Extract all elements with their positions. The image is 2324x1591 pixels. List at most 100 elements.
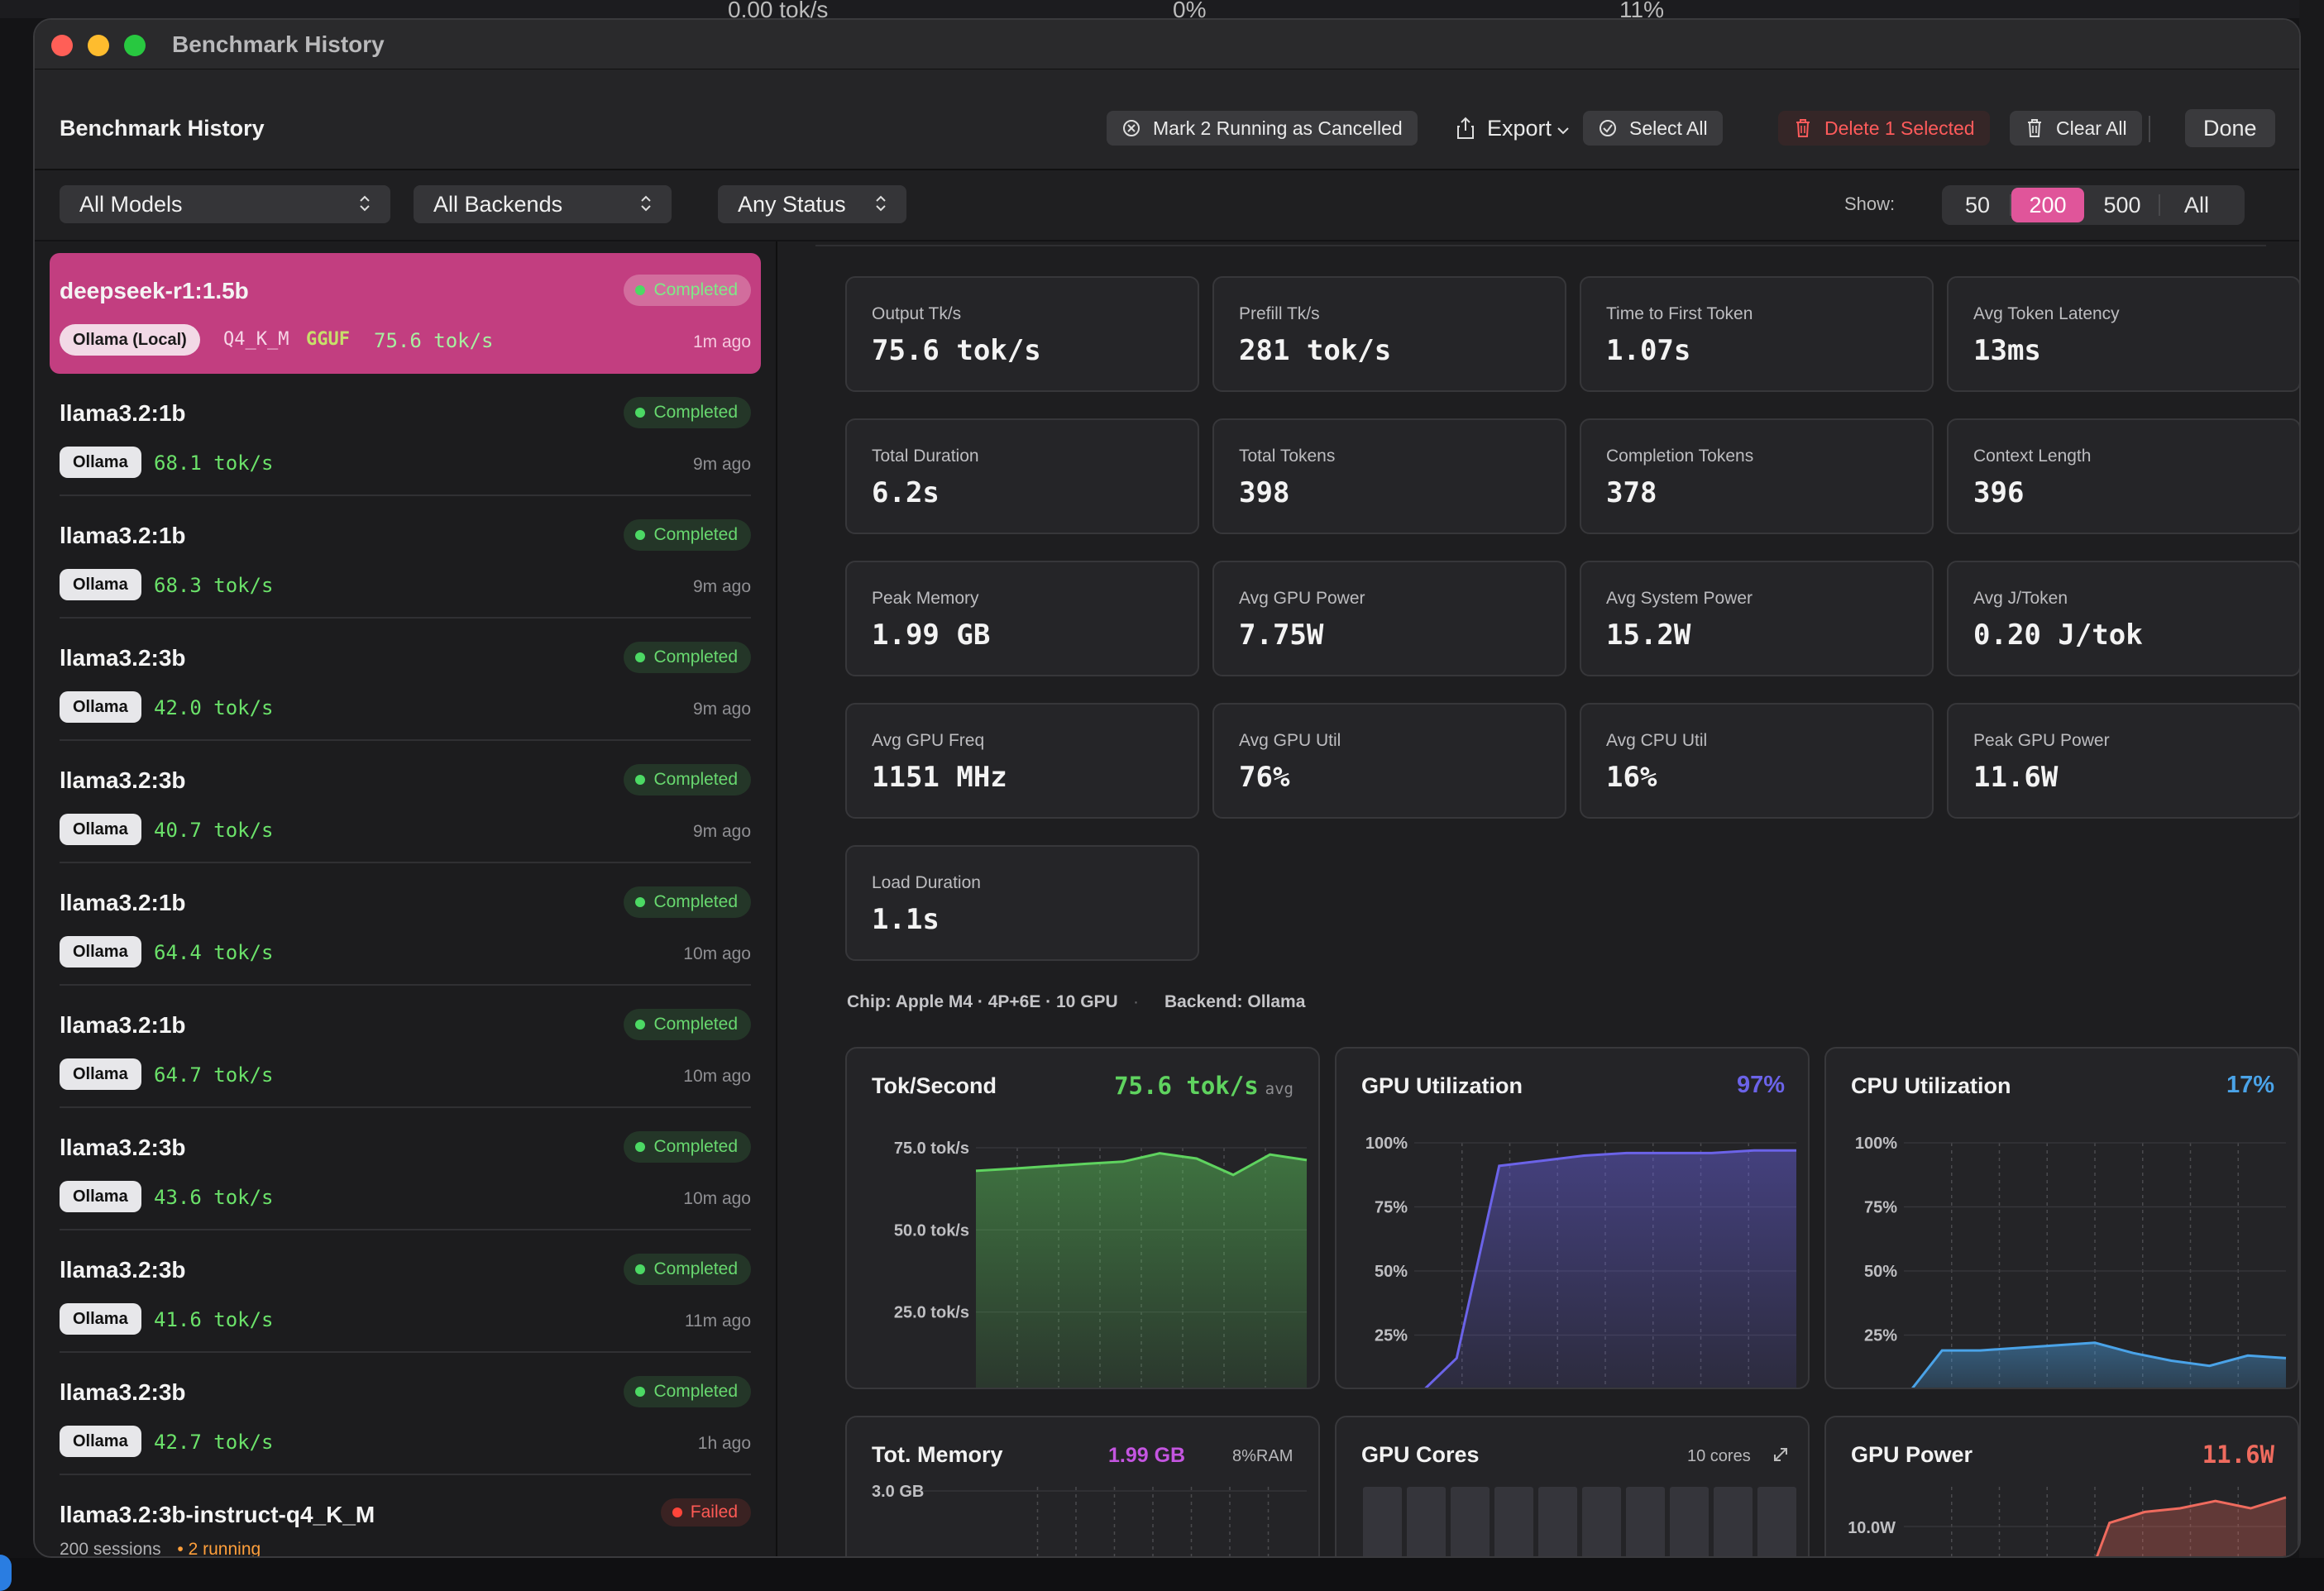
session-model-name: deepseek-r1:1.5b	[60, 278, 249, 303]
series-area	[976, 1153, 1307, 1388]
clear-all-button[interactable]: Clear All	[2010, 111, 2142, 146]
status-filter-select[interactable]: Any Status	[718, 185, 906, 223]
gpu-core-bar	[1363, 1487, 1402, 1556]
backend-chip: Ollama	[60, 936, 141, 967]
metric-card: Load Duration 1.1s	[845, 845, 1199, 961]
session-time-ago: 10m ago	[683, 1189, 751, 1208]
backend-chip: Ollama	[60, 691, 141, 723]
session-row[interactable]: llama3.2:3b-instruct-q4_K_M Failed	[50, 1477, 761, 1543]
session-row[interactable]: deepseek-r1:1.5b Completed Ollama (Local…	[50, 253, 761, 374]
metric-value: 1151 MHz	[872, 761, 1007, 794]
session-row[interactable]: llama3.2:1b Completed Ollama 64.4 tok/s …	[50, 865, 761, 986]
minimize-window-button[interactable]	[88, 35, 109, 56]
y-tick-label: 25%	[1375, 1327, 1408, 1345]
metric-card: Time to First Token 1.07s	[1580, 276, 1934, 392]
session-speed: 43.6 tok/s	[154, 1186, 274, 1209]
export-menu-button[interactable]: Export	[1441, 111, 1585, 146]
gpu-core-bar	[1582, 1487, 1621, 1556]
title-bar: Benchmark History	[35, 20, 2299, 69]
row-divider	[60, 1106, 751, 1108]
y-tick-label: 100%	[1365, 1135, 1408, 1153]
session-row[interactable]: llama3.2:3b Completed Ollama 43.6 tok/s …	[50, 1110, 761, 1230]
row-divider	[60, 739, 751, 741]
metric-label: Avg GPU Freq	[872, 731, 985, 750]
session-row[interactable]: llama3.2:3b Completed Ollama 42.7 tok/s …	[50, 1354, 761, 1475]
row-divider	[60, 1351, 751, 1353]
status-badge-label: Completed	[653, 1015, 738, 1034]
show-500-option[interactable]: 500	[2103, 192, 2141, 217]
up-down-chevron-icon	[640, 194, 652, 214]
metric-label: Avg Token Latency	[1973, 304, 2120, 323]
status-badge: Completed	[624, 886, 751, 918]
status-badge: Completed	[624, 397, 751, 428]
status-badge: Completed	[624, 1376, 751, 1407]
clear-all-label: Clear All	[2056, 117, 2127, 139]
session-row[interactable]: llama3.2:1b Completed Ollama 64.7 tok/s …	[50, 987, 761, 1108]
session-speed: 68.1 tok/s	[154, 452, 274, 475]
backend-filter-select[interactable]: All Backends	[414, 185, 672, 223]
session-time-ago: 10m ago	[683, 1067, 751, 1086]
session-row[interactable]: llama3.2:1b Completed Ollama 68.1 tok/s …	[50, 375, 761, 496]
y-tick-label: 100%	[1855, 1135, 1897, 1153]
cpu-utilization-plot: 100%75%50%25%0%	[1855, 1135, 2287, 1388]
mark-running-cancelled-button[interactable]: Mark 2 Running as Cancelled	[1107, 111, 1418, 146]
status-dot-icon	[635, 285, 646, 295]
y-tick-label: 0.0 tok/s	[903, 1386, 969, 1389]
session-row[interactable]: llama3.2:3b Completed Ollama 40.7 tok/s …	[50, 743, 761, 863]
metric-label: Avg CPU Util	[1606, 731, 1708, 750]
benchmark-history-window: Benchmark History Benchmark History Mark…	[33, 18, 2301, 1558]
status-dot-icon	[635, 1387, 646, 1397]
gpu-cores-count: 10 cores	[1687, 1447, 1751, 1465]
done-button[interactable]: Done	[2185, 109, 2275, 147]
session-row[interactable]: llama3.2:3b Completed Ollama 41.6 tok/s …	[50, 1232, 761, 1353]
metric-label: Load Duration	[872, 873, 981, 892]
session-speed: 64.4 tok/s	[154, 941, 274, 964]
backend-chip: Ollama	[60, 569, 141, 600]
metric-value: 1.1s	[872, 903, 940, 936]
session-model-name: llama3.2:3b	[60, 767, 186, 793]
metric-label: Completion Tokens	[1606, 447, 1754, 466]
metric-label: Time to First Token	[1606, 304, 1753, 323]
tok-per-second-chart: Tok/Second 75.6 tok/s avg 75.0 tok/s 50.0 …	[845, 1047, 1320, 1389]
gpu-cores-plot	[1363, 1487, 1796, 1556]
row-divider	[60, 617, 751, 619]
zoom-window-button[interactable]	[124, 35, 146, 56]
status-filter-value: Any Status	[738, 191, 846, 217]
up-down-chevron-icon	[875, 194, 887, 214]
close-window-button[interactable]	[51, 35, 73, 56]
session-row[interactable]: llama3.2:1b Completed Ollama 68.3 tok/s …	[50, 498, 761, 619]
trash-icon	[2025, 118, 2044, 138]
metric-value: 76%	[1239, 761, 1290, 794]
session-model-name: llama3.2:1b	[60, 400, 186, 426]
session-model-name: llama3.2:3b	[60, 1379, 186, 1405]
metric-card: Avg GPU Freq 1151 MHz	[845, 703, 1199, 819]
gpu-utilization-plot: 100%75%50%25%0%	[1365, 1135, 1797, 1388]
metric-card: Total Duration 6.2s	[845, 418, 1199, 534]
metric-value: 15.2W	[1606, 619, 1691, 652]
format-label: GGUF	[306, 329, 350, 350]
delete-selected-button[interactable]: Delete 1 Selected	[1778, 111, 1990, 146]
session-row[interactable]: llama3.2:3b Completed Ollama 42.0 tok/s …	[50, 620, 761, 741]
status-badge-label: Completed	[653, 892, 738, 911]
toolbar: Benchmark History Mark 2 Running as Canc…	[35, 69, 2299, 170]
chart-current-value: 1.99 GB	[1108, 1444, 1186, 1467]
model-filter-value: All Models	[79, 191, 183, 217]
show-50-option[interactable]: 50	[1964, 192, 1991, 217]
session-time-ago: 9m ago	[692, 822, 751, 841]
expand-icon[interactable]	[1772, 1445, 1790, 1468]
session-detail-pane: Output Tk/s 75.6 tok/s Prefill Tk/s 281 to…	[779, 241, 2299, 1556]
status-dot-icon	[635, 1020, 646, 1030]
metric-label: Output Tk/s	[872, 304, 962, 323]
backend-chip: Ollama (Local)	[60, 324, 200, 356]
show-200-option[interactable]: 200	[2011, 188, 2084, 222]
metric-value: 281 tok/s	[1239, 334, 1392, 367]
status-badge-label: Completed	[653, 1137, 738, 1156]
backend-chip: Ollama	[60, 1181, 141, 1212]
model-filter-select[interactable]: All Models	[60, 185, 390, 223]
total-memory-chart: Tot. Memory 1.99 GB 8%RAM 3.0 GB2.0 GB	[845, 1416, 1320, 1556]
show-all-option[interactable]: All	[2183, 192, 2209, 217]
chart-title: CPU Utilization	[1851, 1073, 2011, 1098]
session-speed: 64.7 tok/s	[154, 1063, 274, 1087]
show-count-label: Show:	[1844, 194, 1896, 214]
select-all-button[interactable]: Select All	[1583, 111, 1723, 146]
